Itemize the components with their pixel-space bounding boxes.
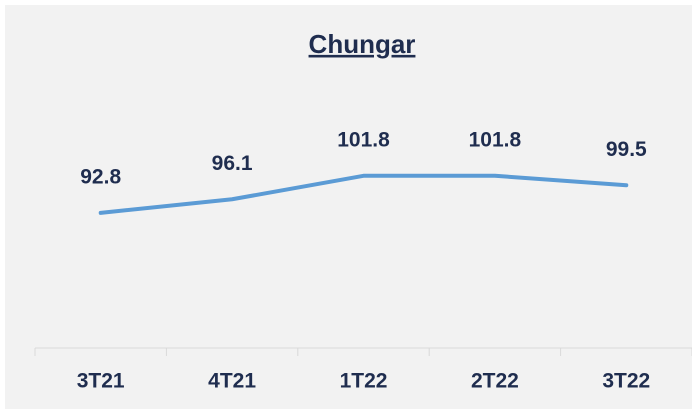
x-tick-label: 3T22 [602,370,650,393]
x-tick-label: 4T21 [208,370,256,393]
data-label: 99.5 [606,138,647,161]
x-tick-label: 1T22 [340,370,388,393]
data-label: 101.8 [469,128,522,151]
plot-background [5,5,692,409]
data-label: 101.8 [337,128,390,151]
chart-title: Chungar [309,29,416,59]
x-tick-label: 2T22 [471,370,519,393]
data-label: 92.8 [80,165,121,188]
x-tick-label: 3T21 [77,370,125,393]
line [98,173,629,215]
data-label: 96.1 [212,152,253,175]
